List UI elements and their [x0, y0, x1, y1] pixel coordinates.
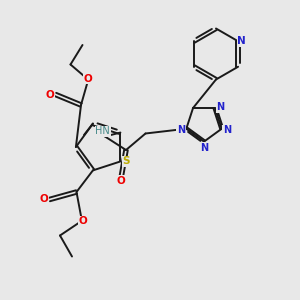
Text: N: N [177, 125, 185, 135]
Text: N: N [237, 36, 246, 46]
Text: O: O [40, 194, 49, 205]
Text: N: N [223, 125, 231, 135]
Text: O: O [116, 176, 125, 186]
Text: S: S [123, 157, 130, 166]
Text: O: O [83, 74, 92, 84]
Text: O: O [78, 216, 87, 226]
Text: HN: HN [95, 126, 110, 136]
Text: O: O [46, 89, 55, 100]
Text: N: N [216, 102, 224, 112]
Text: N: N [200, 142, 208, 153]
